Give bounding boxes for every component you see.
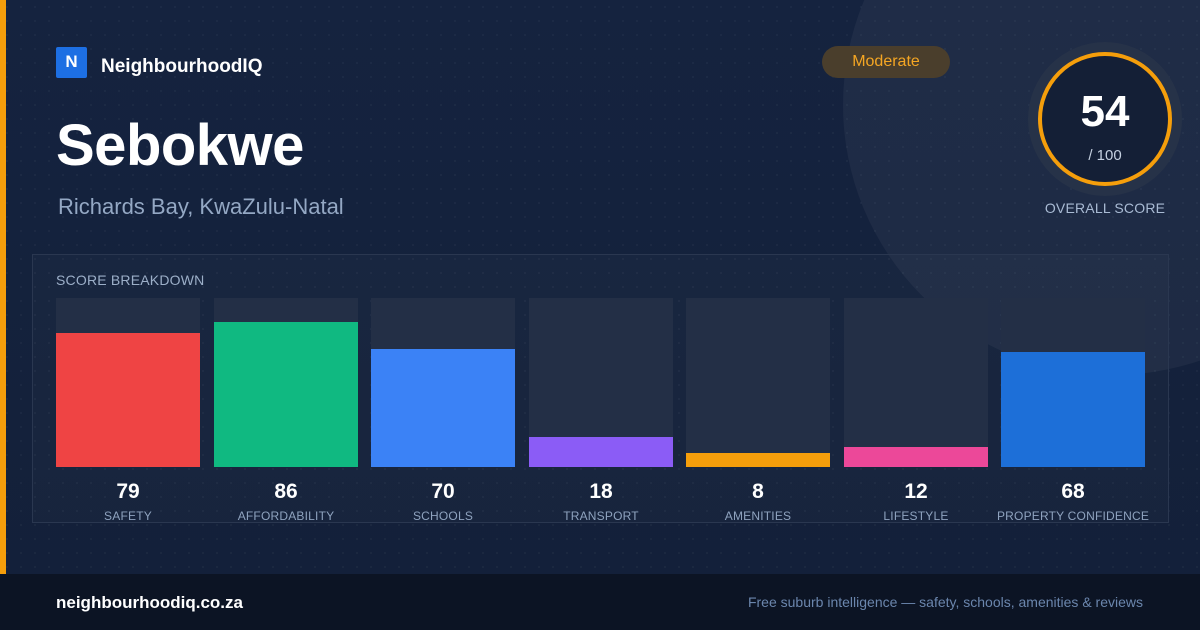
score-bar-track (844, 298, 988, 467)
footer-domain: neighbourhoodiq.co.za (56, 593, 243, 612)
overall-score-label: OVERALL SCORE (1044, 200, 1166, 216)
score-bar-fill (214, 322, 358, 467)
score-bar-label: SAFETY (104, 509, 152, 523)
score-bar-label: LIFESTYLE (883, 509, 949, 523)
score-bar-fill (371, 349, 515, 467)
brand-logo-icon: N (56, 46, 87, 78)
brand-name: NeighbourhoodIQ (101, 56, 263, 77)
score-breakdown-title: SCORE BREAKDOWN (56, 272, 205, 288)
score-bar-value: 68 (1061, 480, 1085, 503)
score-bar-label: TRANSPORT (563, 509, 639, 523)
score-bar-lifestyle: 12 LIFESTYLE (844, 298, 988, 523)
score-bar-track (56, 298, 200, 467)
score-bar-value: 12 (904, 480, 928, 503)
score-bar-track (214, 298, 358, 467)
score-bar-value: 79 (116, 480, 140, 503)
score-bar-fill (1001, 352, 1145, 467)
footer: neighbourhoodiq.co.za Free suburb intell… (0, 574, 1200, 630)
score-bar-fill (56, 333, 200, 467)
score-bar-fill (686, 453, 830, 467)
score-bar-affordability: 86 AFFORDABILITY (214, 298, 358, 523)
score-bar-safety: 79 SAFETY (56, 298, 200, 523)
score-bar-amenities: 8 AMENITIES (686, 298, 830, 523)
score-bar-transport: 18 TRANSPORT (529, 298, 673, 523)
overall-score-value: 54 (1080, 87, 1130, 136)
score-bar-value: 18 (589, 480, 613, 503)
overall-score-max: / 100 (1088, 147, 1122, 164)
score-bar-label: PROPERTY CONFIDENCE (996, 509, 1150, 523)
brand: N NeighbourhoodIQ (56, 46, 262, 78)
score-bar-schools: 70 SCHOOLS (371, 298, 515, 523)
overall-score-ring-inner: 54 / 100 (1038, 52, 1172, 186)
score-bar-fill (529, 437, 673, 467)
score-bar-property-confidence: 68 PROPERTY CONFIDENCE (997, 298, 1149, 523)
score-bar-value: 86 (274, 480, 298, 503)
score-bar-value: 70 (431, 480, 455, 503)
suburb-title: Sebokwe (56, 113, 304, 178)
score-breakdown-panel: SCORE BREAKDOWN 79 SAFETY 86 AFFORDABILITY 7… (32, 254, 1169, 523)
accent-bar (0, 0, 6, 574)
score-bar-value: 8 (752, 480, 764, 503)
rating-badge: Moderate (822, 46, 950, 78)
score-bar-track (371, 298, 515, 467)
overall-score-ring: 54 / 100 (1028, 42, 1182, 196)
footer-tagline: Free suburb intelligence — safety, schoo… (747, 594, 1143, 610)
score-bar-label: AMENITIES (724, 509, 792, 523)
score-bar-fill (844, 447, 988, 467)
score-bar-track (686, 298, 830, 467)
suburb-location: Richards Bay, KwaZulu-Natal (58, 194, 344, 219)
score-bar-label: SCHOOLS (412, 509, 474, 523)
score-bar-track (529, 298, 673, 467)
score-bar-label: AFFORDABILITY (237, 509, 335, 523)
score-bar-track (1001, 298, 1145, 467)
